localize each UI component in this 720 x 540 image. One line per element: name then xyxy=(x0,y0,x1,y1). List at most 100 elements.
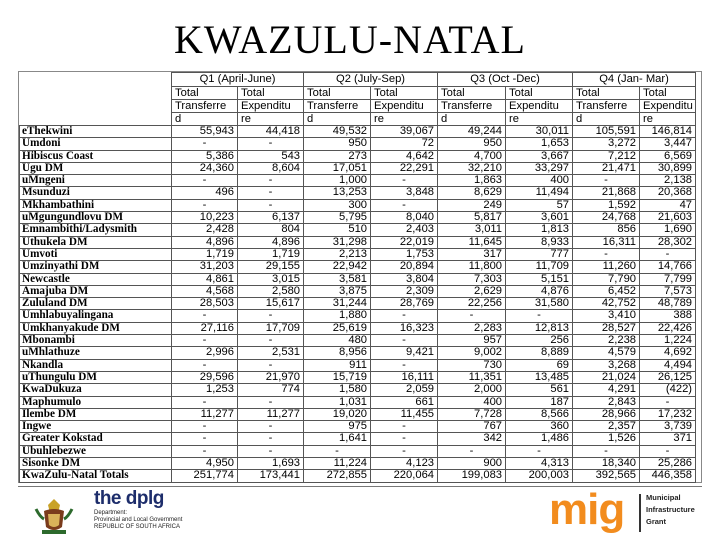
value-cell: 13,253 xyxy=(303,186,372,200)
municipality-name: Uthukela DM xyxy=(19,235,172,249)
value-cell: 13,485 xyxy=(505,370,574,385)
mig-logo: mig xyxy=(549,485,625,534)
value-cell: 19,020 xyxy=(303,407,372,422)
value-cell: 3,739 xyxy=(639,420,697,434)
value-cell: 4,579 xyxy=(572,346,641,360)
value-cell: - xyxy=(236,198,305,213)
value-cell: 777 xyxy=(505,247,574,262)
value-cell: 3,447 xyxy=(639,137,697,151)
value-cell: 15,617 xyxy=(236,297,305,311)
value-cell: - xyxy=(303,444,372,459)
municipality-name: Msunduzi xyxy=(19,186,172,200)
value-cell: 31,580 xyxy=(505,297,574,311)
column-header-row: Transferre Expenditu Transferre Expenditu Tr… xyxy=(19,99,697,113)
table-row: uThungulu DM 29,596 21,970 15,719 16,111 11,3… xyxy=(19,370,697,385)
value-cell: 9,421 xyxy=(370,346,439,360)
value-cell: - xyxy=(370,358,439,372)
value-cell: - xyxy=(171,420,238,434)
value-cell: 856 xyxy=(572,223,641,237)
column-header: Transferre xyxy=(437,99,507,113)
value-cell: - xyxy=(236,358,305,372)
table-row: Uthukela DM 4,896 4,896 31,298 22,019 11,645 8… xyxy=(19,235,697,249)
value-cell: - xyxy=(639,395,697,409)
municipality-name: Ingwe xyxy=(19,420,172,434)
value-cell: 55,943 xyxy=(171,124,238,139)
value-cell: 4,700 xyxy=(437,149,507,163)
value-cell: 1,253 xyxy=(171,383,238,397)
value-cell: 7,212 xyxy=(572,149,641,163)
value-cell: 21,024 xyxy=(572,370,641,385)
table-row: Umvoti 1,719 1,719 2,213 1,753 317 777- - xyxy=(19,247,697,262)
table-row: Mbonambi - -480-957 256 2,238 1,224 xyxy=(19,334,697,348)
municipality-name: Ilembe DM xyxy=(19,407,172,422)
table-row: Newcastle 4,861 3,015 3,581 3,804 7,303 5,151 7… xyxy=(19,272,697,286)
value-cell: 3,804 xyxy=(370,272,439,286)
value-cell: 8,629 xyxy=(437,186,507,200)
value-cell: - xyxy=(370,309,439,323)
value-cell: 28,769 xyxy=(370,297,439,311)
table-row: Emnambithi/Ladysmith 2,428 804 510 2,403 3,01… xyxy=(19,223,697,237)
value-cell: 400 xyxy=(437,395,507,409)
municipality-name: uMngeni xyxy=(19,174,172,188)
value-cell: 11,645 xyxy=(437,235,507,249)
table-row: eThekwini 55,943 44,418 49,532 39,067 49,244 3… xyxy=(19,124,697,139)
column-header-row: Total Total Total Total Total Total Total Total xyxy=(19,86,697,100)
value-cell: 30,899 xyxy=(639,161,697,176)
value-cell: 4,896 xyxy=(236,235,305,249)
value-cell: 2,238 xyxy=(572,334,641,348)
table-row: Maphumulo - -1,031 661 400 187 2,843- xyxy=(19,395,697,409)
municipality-name: Umkhanyakude DM xyxy=(19,321,172,336)
value-cell: 1,224 xyxy=(639,334,697,348)
value-cell: 4,950 xyxy=(171,457,238,471)
municipality-name: Mkhambathini xyxy=(19,198,172,213)
dplg-line-country: REPUBLIC OF SOUTH AFRICA xyxy=(94,524,181,530)
value-cell: 4,692 xyxy=(639,346,697,360)
value-cell: 16,323 xyxy=(370,321,439,336)
table-row: uMngeni - -1,000-1,863 400-2,138 xyxy=(19,174,697,188)
value-cell: - xyxy=(171,444,238,459)
value-cell: 11,800 xyxy=(437,260,507,274)
value-cell: 1,880 xyxy=(303,309,372,323)
value-cell: 4,642 xyxy=(370,149,439,163)
table-row: Mkhambathini - -300-249 57 1,592 47 xyxy=(19,198,697,213)
value-cell: 30,011 xyxy=(505,124,574,139)
value-cell: 3,272 xyxy=(572,137,641,151)
value-cell: - xyxy=(171,358,238,372)
value-cell: 187 xyxy=(505,395,574,409)
value-cell: - xyxy=(236,186,305,200)
value-cell: (422) xyxy=(639,383,697,397)
value-cell: 21,603 xyxy=(639,211,697,225)
column-header: Transferre xyxy=(303,99,372,113)
table-row: Zululand DM 28,503 15,617 31,244 28,769 22,25… xyxy=(19,297,697,311)
value-cell: - xyxy=(236,420,305,434)
value-cell: 300 xyxy=(303,198,372,213)
column-header: Total xyxy=(437,86,507,100)
value-cell: - xyxy=(236,432,305,446)
value-cell: - xyxy=(236,309,305,323)
value-cell: 5,386 xyxy=(171,149,238,163)
value-cell: 1,863 xyxy=(437,174,507,188)
value-cell: 28,503 xyxy=(171,297,238,311)
value-cell: 28,966 xyxy=(572,407,641,422)
municipality-name: Umdoni xyxy=(19,137,172,151)
value-cell: 44,418 xyxy=(236,124,305,139)
value-cell: 10,223 xyxy=(171,211,238,225)
value-cell: 12,813 xyxy=(505,321,574,336)
quarter-header: Q1 (April-June) xyxy=(170,72,305,87)
value-cell: - xyxy=(437,309,507,323)
value-cell: 1,580 xyxy=(303,383,372,397)
value-cell: 5,817 xyxy=(437,211,507,225)
value-cell: 561 xyxy=(505,383,574,397)
value-cell: 7,303 xyxy=(437,272,507,286)
value-cell: 480 xyxy=(303,334,372,348)
municipality-name: Greater Kokstad xyxy=(19,432,172,446)
table-row: Umkhanyakude DM 27,116 17,709 25,619 16,323 2… xyxy=(19,321,697,336)
value-cell: 767 xyxy=(437,420,507,434)
value-cell: 911 xyxy=(303,358,372,372)
value-cell: 22,019 xyxy=(370,235,439,249)
municipality-name: Emnambithi/Ladysmith xyxy=(19,223,172,237)
value-cell: 29,155 xyxy=(236,260,305,274)
value-cell: 11,260 xyxy=(572,260,641,274)
value-cell: 31,298 xyxy=(303,235,372,249)
value-cell: 2,138 xyxy=(639,174,697,188)
